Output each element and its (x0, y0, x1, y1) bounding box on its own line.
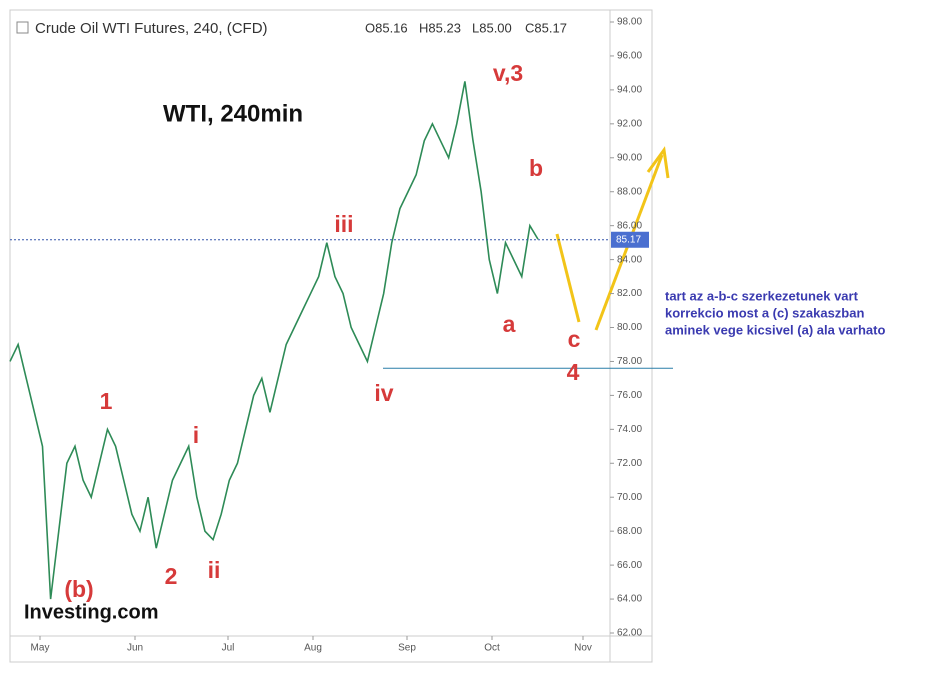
y-tick-label: 70.00 (617, 492, 642, 503)
x-tick-label: Sep (398, 643, 416, 654)
x-tick-label: Oct (484, 643, 500, 654)
y-tick-label: 96.00 (617, 51, 642, 62)
x-tick-label: Jun (127, 643, 143, 654)
last-price-box (611, 231, 649, 248)
y-tick-label: 82.00 (617, 288, 642, 299)
x-tick-label: Nov (574, 643, 592, 654)
y-tick-label: 94.00 (617, 85, 642, 96)
y-tick-label: 74.00 (617, 424, 642, 435)
x-tick-label: Jul (222, 643, 235, 654)
wave-label: b (529, 155, 543, 181)
y-tick-label: 66.00 (617, 560, 642, 571)
y-tick-label: 80.00 (617, 322, 642, 333)
y-tick-label: 68.00 (617, 526, 642, 537)
y-tick-label: 72.00 (617, 458, 642, 469)
logo: Investing.com (24, 601, 158, 623)
y-tick-label: 90.00 (617, 152, 642, 163)
symbol-title: Crude Oil WTI Futures, 240, (CFD) (35, 20, 268, 37)
wave-label: 4 (567, 359, 580, 385)
wave-label: 1 (100, 388, 113, 414)
x-tick-label: May (31, 643, 50, 654)
price-line (9, 81, 539, 600)
y-tick-label: 88.00 (617, 186, 642, 197)
note-line: aminek vege kicsivel (a) ala varhato (665, 322, 885, 337)
y-tick-label: 62.00 (617, 628, 642, 639)
low: L85.00 (472, 20, 512, 35)
y-tick-label: 78.00 (617, 356, 642, 367)
wave-label: 2 (165, 563, 178, 589)
wave-label: i (193, 422, 199, 448)
wave-label: iv (374, 380, 393, 406)
wave-label: ii (208, 557, 221, 583)
x-tick-label: Aug (304, 643, 322, 654)
y-tick-label: 64.00 (617, 594, 642, 605)
annotation-title: WTI, 240min (163, 100, 303, 127)
wave-label: (b) (64, 576, 93, 602)
wave-label: iii (334, 211, 353, 237)
y-tick-label: 84.00 (617, 254, 642, 265)
wave-label: c (568, 326, 581, 352)
close: C85.17 (525, 20, 567, 35)
y-tick-label: 98.00 (617, 17, 642, 28)
note-line: tart az a-b-c szerkezetunek vart (665, 288, 859, 303)
open: O85.16 (365, 20, 408, 35)
y-tick-label: 92.00 (617, 118, 642, 129)
last-price-label: 85.17 (616, 234, 641, 245)
note-line: korrekcio most a (c) szakaszban (665, 305, 864, 320)
y-tick-label: 76.00 (617, 390, 642, 401)
wave-label: a (503, 311, 516, 337)
chart-frame (9, 9, 653, 663)
collapse-icon[interactable] (16, 21, 29, 34)
high: H85.23 (419, 20, 461, 35)
y-tick-label: 86.00 (617, 220, 642, 231)
wave-label: v,3 (493, 60, 523, 86)
